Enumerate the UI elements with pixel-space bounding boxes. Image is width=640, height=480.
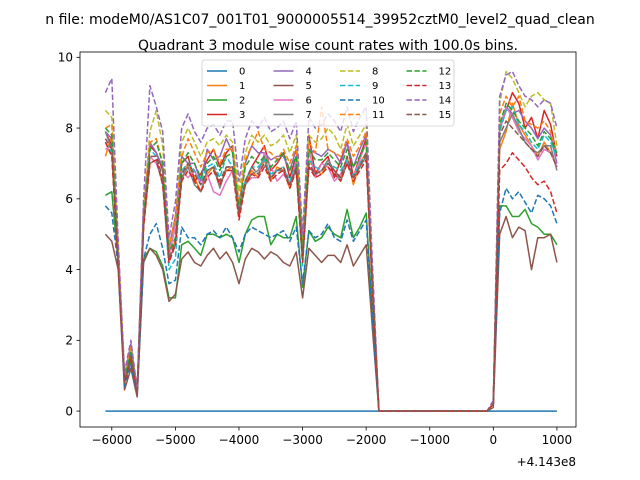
x-tick-label: −2000	[346, 433, 387, 447]
x-tick-label: −4000	[219, 433, 260, 447]
legend-label-9: 9	[372, 81, 378, 92]
legend-label-5: 5	[306, 81, 312, 92]
x-tick-label: −5000	[155, 433, 196, 447]
legend-label-0: 0	[239, 67, 245, 78]
legend-label-8: 8	[372, 67, 378, 78]
legend-label-13: 13	[439, 81, 452, 92]
legend-label-3: 3	[239, 110, 245, 121]
series-line-1	[104, 102, 558, 412]
series-line-10	[104, 187, 558, 412]
legend-label-4: 4	[306, 67, 312, 78]
axes-frame	[79, 51, 577, 428]
x-tick-label: −6000	[91, 433, 132, 447]
legend-box	[201, 59, 455, 127]
legend-label-15: 15	[439, 110, 452, 121]
legend-label-14: 14	[439, 96, 452, 107]
legend-label-1: 1	[239, 81, 245, 92]
series-line-9	[104, 106, 558, 412]
chart-title: Quadrant 3 module wise count rates with …	[138, 38, 518, 54]
y-tick-label: 8	[65, 121, 73, 135]
legend-label-7: 7	[306, 110, 312, 121]
y-tick-label: 10	[58, 51, 73, 65]
x-tick-label: −3000	[282, 433, 323, 447]
series-line-15	[104, 120, 558, 412]
x-offset-label: +4.143e8	[517, 455, 576, 469]
legend-label-2: 2	[239, 96, 245, 107]
series-line-13	[104, 141, 558, 412]
y-tick-label: 6	[65, 192, 73, 206]
y-tick-label: 2	[65, 334, 73, 348]
legend-label-10: 10	[372, 96, 385, 107]
series-line-4	[104, 106, 558, 412]
x-tick-label: 0	[490, 433, 498, 447]
series-line-6	[105, 106, 558, 412]
legend-label-12: 12	[439, 67, 452, 78]
series-line-11	[105, 95, 558, 412]
x-tick-label: 1000	[542, 433, 573, 447]
x-tick-label: −1000	[409, 433, 450, 447]
series-line-12	[104, 102, 558, 412]
legend-label-11: 11	[372, 110, 385, 121]
legend-label-6: 6	[306, 96, 312, 107]
y-tick-label: 4	[65, 263, 73, 277]
figure-suptitle: n file: modeM0/AS1C07_001T01_9000005514_…	[45, 12, 594, 28]
y-tick-label: 0	[65, 404, 73, 418]
